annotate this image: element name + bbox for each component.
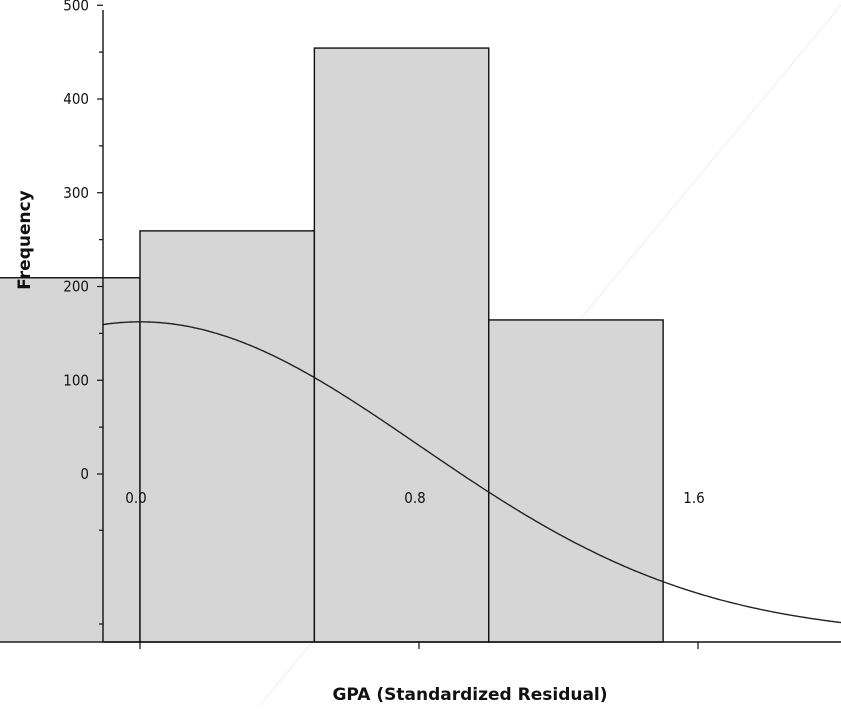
y-tick-label: 200 (63, 278, 89, 296)
bars-group (0, 47, 664, 643)
y-tick-label: 300 (63, 184, 89, 202)
x-axis-title: GPA (Standardized Residual) (332, 685, 607, 705)
x-tick-label: 1.6 (683, 489, 704, 507)
histogram-bar (0, 277, 141, 643)
x-axis-ticks: -2.4-1.6-0.80.00.81.62.4 (125, 489, 705, 649)
x-tick-label: 0.8 (404, 489, 425, 507)
histogram-bar (139, 230, 316, 643)
normal-curve (102, 321, 841, 624)
y-tick-label: 500 (63, 0, 89, 14)
x-tick-label: 0.0 (125, 489, 146, 507)
y-axis-ticks: 0 100 200 300 400 500 (63, 0, 103, 625)
y-tick-label: 0 (80, 465, 89, 483)
histogram-bar (488, 319, 664, 643)
y-axis-title: Frequency (15, 190, 35, 290)
y-tick-label: 400 (63, 90, 89, 108)
y-tick-label: 100 (63, 371, 89, 389)
histogram-bar (313, 47, 490, 643)
